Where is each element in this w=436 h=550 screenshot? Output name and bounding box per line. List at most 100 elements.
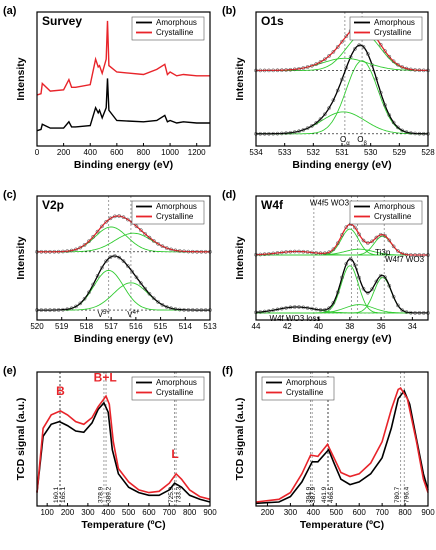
y-axis-label: TCD signal (a.u.) bbox=[234, 398, 246, 481]
data-point bbox=[370, 239, 374, 244]
data-point bbox=[400, 65, 405, 69]
data-point bbox=[284, 131, 288, 136]
data-point bbox=[391, 59, 396, 64]
data-point bbox=[417, 311, 422, 315]
data-point bbox=[421, 131, 426, 136]
data-point bbox=[199, 249, 204, 254]
legend-entry: Amorphous bbox=[156, 378, 197, 387]
plot-frame bbox=[255, 195, 429, 321]
x-tick-label: 400 bbox=[102, 508, 116, 517]
data-point bbox=[383, 103, 387, 107]
y-axis-label: TCD signal (a.u.) bbox=[15, 398, 27, 481]
data-point bbox=[421, 311, 426, 315]
data-point bbox=[322, 308, 327, 312]
data-point bbox=[361, 44, 366, 49]
data-point bbox=[74, 247, 78, 252]
legend-entry: Amorphous bbox=[156, 202, 197, 211]
data-point bbox=[421, 68, 426, 73]
data-point bbox=[383, 49, 387, 53]
chart-title: V2p bbox=[42, 198, 64, 212]
x-tick-label: 38 bbox=[345, 322, 354, 331]
data-point bbox=[310, 124, 314, 128]
data-point bbox=[262, 131, 267, 136]
fit-component bbox=[37, 282, 210, 311]
guide-value-label: 389.2 bbox=[106, 486, 113, 503]
data-point bbox=[357, 43, 362, 48]
x-tick-label: 800 bbox=[137, 148, 151, 157]
series-line bbox=[255, 389, 429, 505]
series-line bbox=[37, 255, 210, 311]
x-tick-label: 700 bbox=[375, 508, 389, 517]
data-point bbox=[275, 68, 280, 73]
data-point bbox=[130, 269, 134, 274]
data-point bbox=[378, 42, 383, 47]
data-point bbox=[160, 244, 165, 249]
data-point bbox=[344, 225, 349, 230]
data-point bbox=[78, 245, 83, 250]
data-point bbox=[413, 253, 417, 257]
data-point bbox=[134, 224, 139, 229]
data-point bbox=[117, 214, 122, 218]
data-point bbox=[378, 273, 383, 278]
x-tick-label: 200 bbox=[261, 508, 275, 517]
data-point bbox=[156, 241, 160, 246]
peak-annotation-sup: 5+ bbox=[103, 310, 110, 316]
data-point bbox=[408, 131, 413, 135]
chart-title: W4f bbox=[261, 198, 284, 212]
x-tick-label: 513 bbox=[203, 322, 217, 331]
data-point bbox=[160, 302, 165, 307]
data-point bbox=[396, 249, 400, 253]
y-axis-label: Intensity bbox=[234, 57, 246, 100]
x-tick-label: 900 bbox=[203, 508, 217, 517]
x-tick-label: 530 bbox=[364, 148, 378, 157]
fit-component bbox=[37, 269, 210, 311]
data-point bbox=[305, 250, 310, 254]
data-point bbox=[52, 308, 57, 312]
data-point bbox=[331, 98, 336, 103]
data-point bbox=[310, 306, 314, 311]
x-tick-label: 531 bbox=[335, 148, 349, 157]
x-axis-label: Binding energy (eV) bbox=[292, 159, 391, 171]
x-tick-label: 1000 bbox=[161, 148, 179, 157]
data-point bbox=[117, 255, 122, 260]
data-point bbox=[297, 249, 301, 254]
data-point bbox=[267, 68, 271, 73]
data-point bbox=[378, 232, 383, 237]
data-point bbox=[56, 249, 61, 254]
y-axis-label: Intensity bbox=[15, 57, 27, 100]
x-tick-label: 500 bbox=[122, 508, 136, 517]
peak-annotation: Ti3p bbox=[375, 248, 391, 257]
x-axis-label: Binding energy (eV) bbox=[74, 333, 173, 345]
x-tick-label: 529 bbox=[393, 148, 407, 157]
data-point bbox=[292, 249, 297, 254]
panel-label: (f) bbox=[222, 365, 233, 377]
data-point bbox=[378, 90, 383, 95]
data-point bbox=[348, 257, 353, 261]
x-tick-label: 519 bbox=[55, 322, 69, 331]
data-point bbox=[147, 291, 152, 296]
data-point bbox=[404, 252, 409, 257]
data-point bbox=[327, 306, 331, 311]
data-point bbox=[87, 239, 91, 244]
data-point bbox=[87, 290, 91, 295]
data-point bbox=[357, 275, 362, 280]
chart-title: Survey bbox=[42, 14, 82, 28]
data-point bbox=[143, 232, 147, 236]
data-point bbox=[404, 310, 409, 314]
peak-annotation-sub: β bbox=[363, 141, 367, 147]
peak-annotation: V4+ bbox=[127, 310, 140, 319]
data-point bbox=[288, 249, 293, 254]
data-point bbox=[292, 130, 297, 134]
data-point bbox=[301, 128, 306, 132]
data-point bbox=[284, 68, 288, 72]
fit-component bbox=[256, 228, 428, 256]
data-point bbox=[413, 68, 417, 72]
panel-d: 44 42 40 38 36 34 Binding energy (eV) Intensity… bbox=[222, 189, 430, 345]
data-point bbox=[327, 250, 331, 255]
data-point bbox=[314, 307, 319, 312]
data-point bbox=[164, 305, 169, 309]
data-point bbox=[143, 286, 147, 291]
data-point bbox=[353, 47, 357, 51]
guide-value-label: 387.9 bbox=[310, 486, 317, 503]
guide-value-label: 725.9 bbox=[168, 486, 175, 503]
